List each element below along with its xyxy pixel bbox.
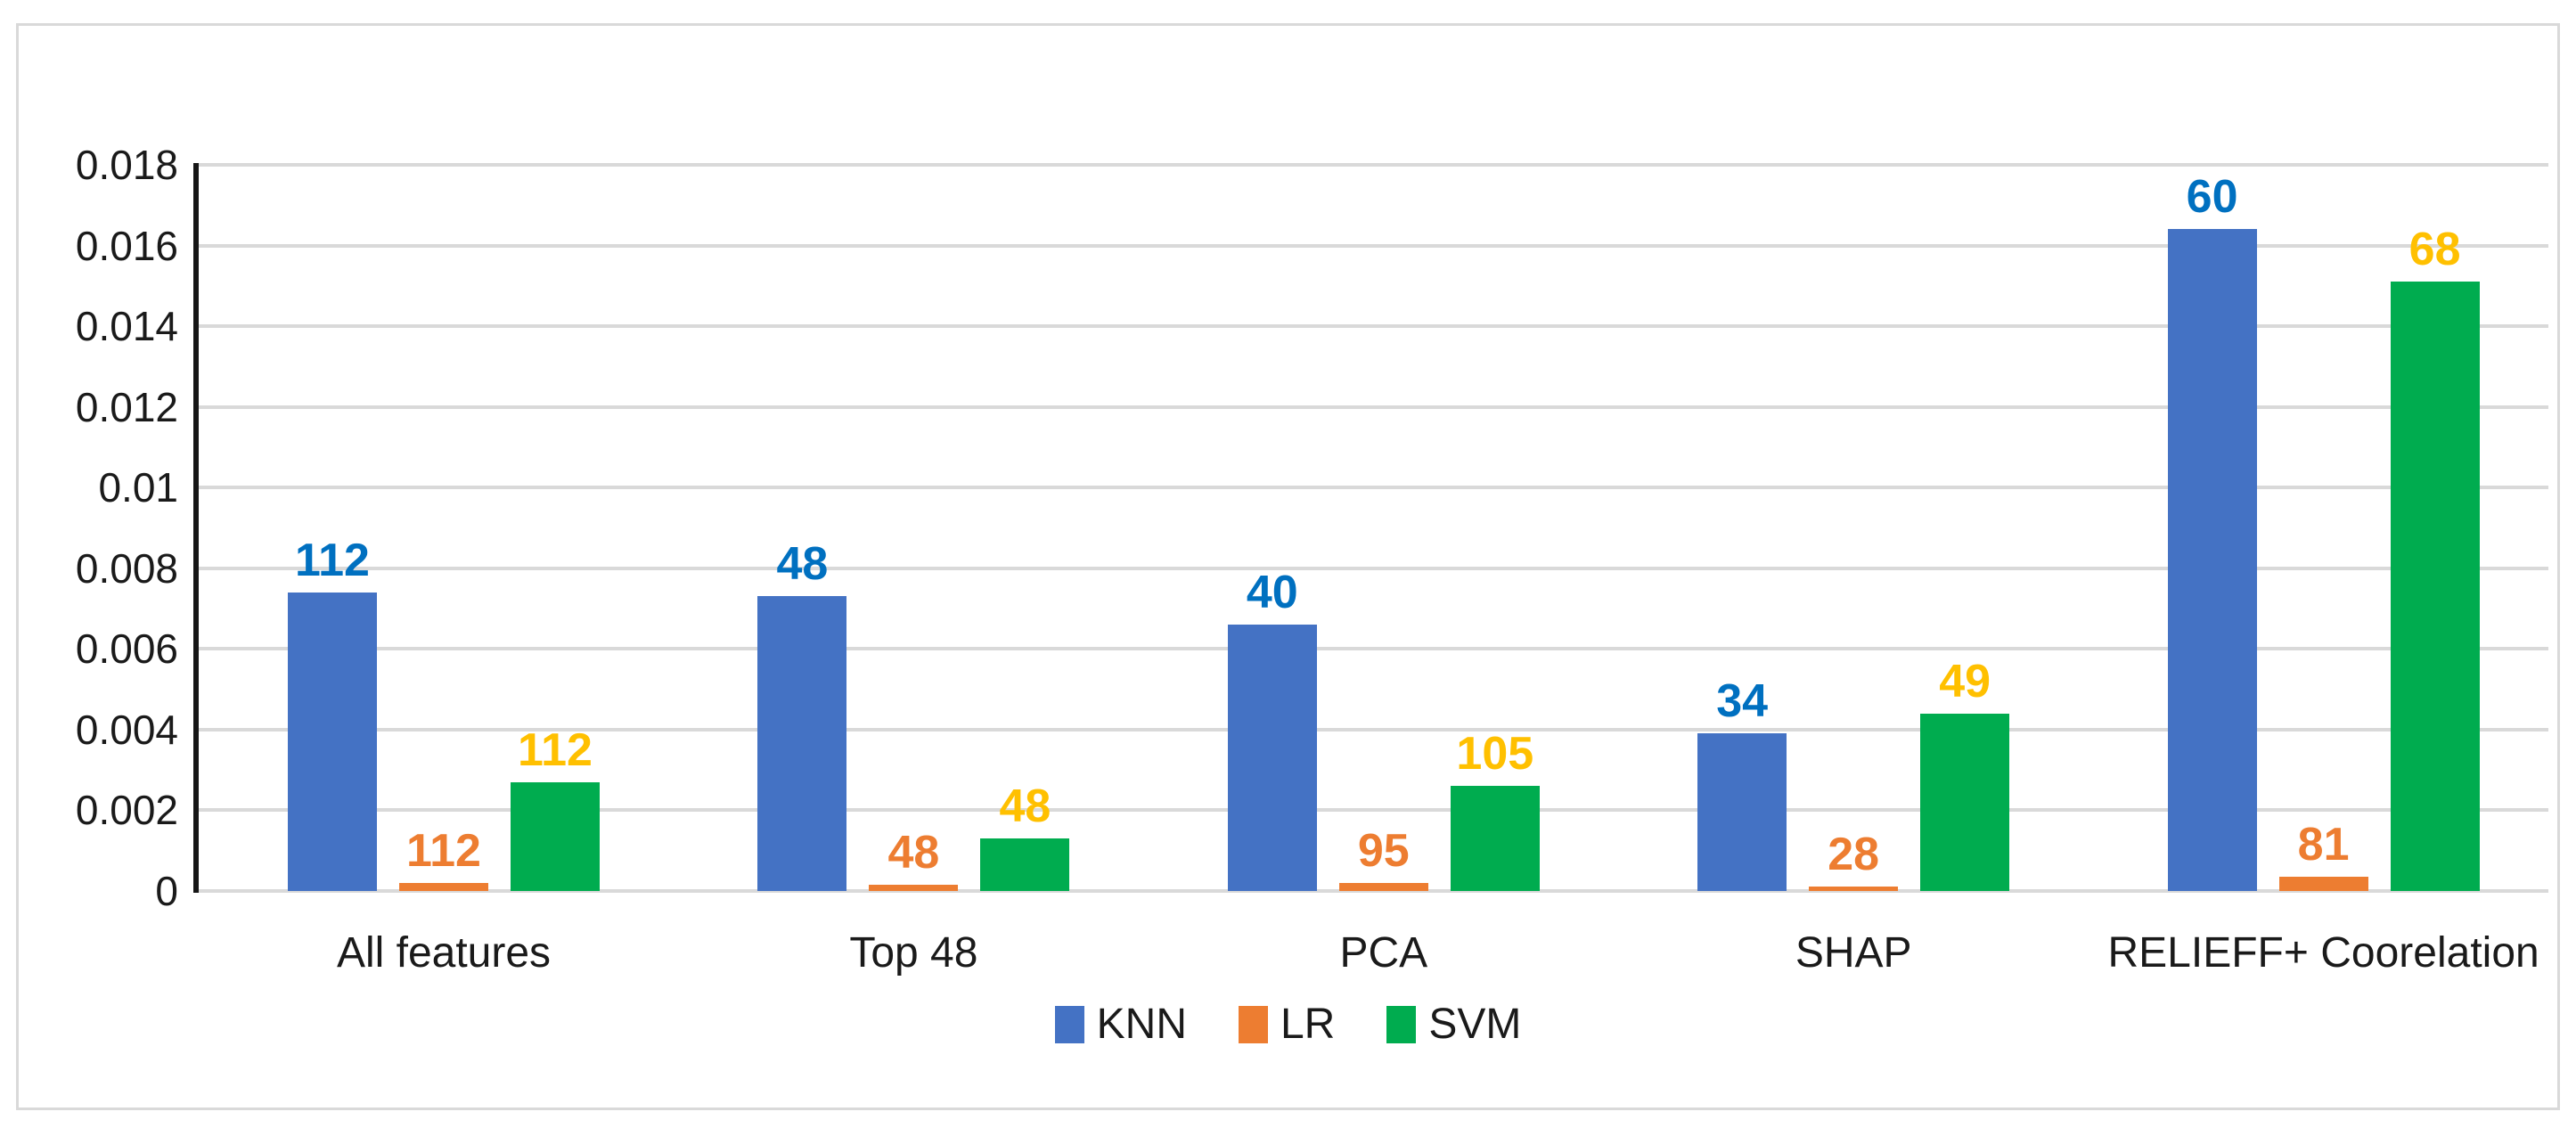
category-label: PCA	[1339, 929, 1428, 977]
y-axis-tick-label: 0.008	[75, 544, 178, 592]
bar-knn-5	[2167, 229, 2257, 891]
bar-lr-1	[399, 883, 488, 891]
bar-data-label: 49	[1939, 656, 1991, 707]
legend-swatch-svm	[1386, 1005, 1417, 1043]
gridline	[199, 647, 2548, 651]
bar-svm-1	[511, 782, 600, 891]
bar-lr-5	[2278, 877, 2368, 891]
bar-data-label: 112	[295, 535, 370, 586]
bar-knn-3	[1227, 625, 1317, 891]
y-axis-line	[193, 163, 199, 893]
legend-swatch-lr	[1238, 1005, 1268, 1043]
legend-swatch-knn	[1054, 1005, 1084, 1043]
gridline	[199, 405, 2548, 409]
gridline	[199, 889, 2548, 893]
bar-data-label: 95	[1357, 825, 1410, 877]
legend-item-knn: KNN	[1054, 1000, 1187, 1049]
gridline	[199, 486, 2548, 490]
bar-svm-4	[1920, 714, 2010, 891]
bar-lr-3	[1338, 883, 1428, 891]
bar-data-label: 112	[518, 724, 593, 776]
legend-item-svm: SVM	[1386, 1000, 1521, 1049]
bar-data-label: 48	[999, 781, 1051, 832]
bar-data-label: 112	[406, 825, 481, 877]
bar-data-label: 68	[2408, 224, 2461, 275]
legend-label: SVM	[1428, 1001, 1522, 1048]
y-axis-tick-label: 0.01	[98, 464, 178, 511]
bar-data-label: 105	[1456, 728, 1534, 780]
gridline	[199, 243, 2548, 248]
y-axis-tick-label: 0.012	[75, 383, 178, 430]
gridline	[199, 566, 2548, 570]
gridline	[199, 808, 2548, 813]
legend: KNN LR SVM	[0, 1000, 2576, 1049]
bar-data-label: 81	[2297, 819, 2350, 871]
y-axis-tick-label: 0.002	[75, 787, 178, 834]
bar-knn-1	[288, 593, 377, 891]
y-axis-tick-label: 0.014	[75, 303, 178, 350]
bar-svm-3	[1450, 786, 1540, 891]
category-label: Top 48	[849, 929, 978, 977]
bar-lr-4	[1809, 887, 1899, 891]
bar-svm-5	[2390, 282, 2480, 891]
bar-knn-2	[757, 596, 847, 891]
bar-lr-2	[869, 885, 959, 891]
legend-label: LR	[1280, 1001, 1336, 1048]
legend-item-lr: LR	[1238, 1000, 1336, 1049]
bar-svm-2	[980, 838, 1070, 891]
bar-data-label: 48	[887, 827, 940, 879]
bar-data-label: 48	[776, 538, 829, 590]
y-axis-tick-label: 0	[155, 868, 178, 914]
gridline	[199, 727, 2548, 732]
bar-data-label: 60	[2186, 171, 2238, 223]
y-axis-tick-label: 0.018	[75, 142, 178, 188]
y-axis-tick-label: 0.016	[75, 222, 178, 269]
gridline	[199, 163, 2548, 167]
legend-label: KNN	[1096, 1001, 1187, 1048]
bar-data-label: 40	[1246, 567, 1298, 618]
bar-data-label: 34	[1716, 675, 1769, 727]
category-label: RELIEFF+ Coorelation	[2107, 929, 2539, 977]
bar-data-label: 28	[1828, 829, 1880, 880]
category-label: All features	[336, 929, 552, 977]
gridline	[199, 324, 2548, 329]
y-axis-tick-label: 0.006	[75, 625, 178, 673]
y-axis-tick-label: 0.004	[75, 706, 178, 753]
bar-knn-4	[1697, 733, 1787, 891]
category-label: SHAP	[1795, 929, 1912, 977]
